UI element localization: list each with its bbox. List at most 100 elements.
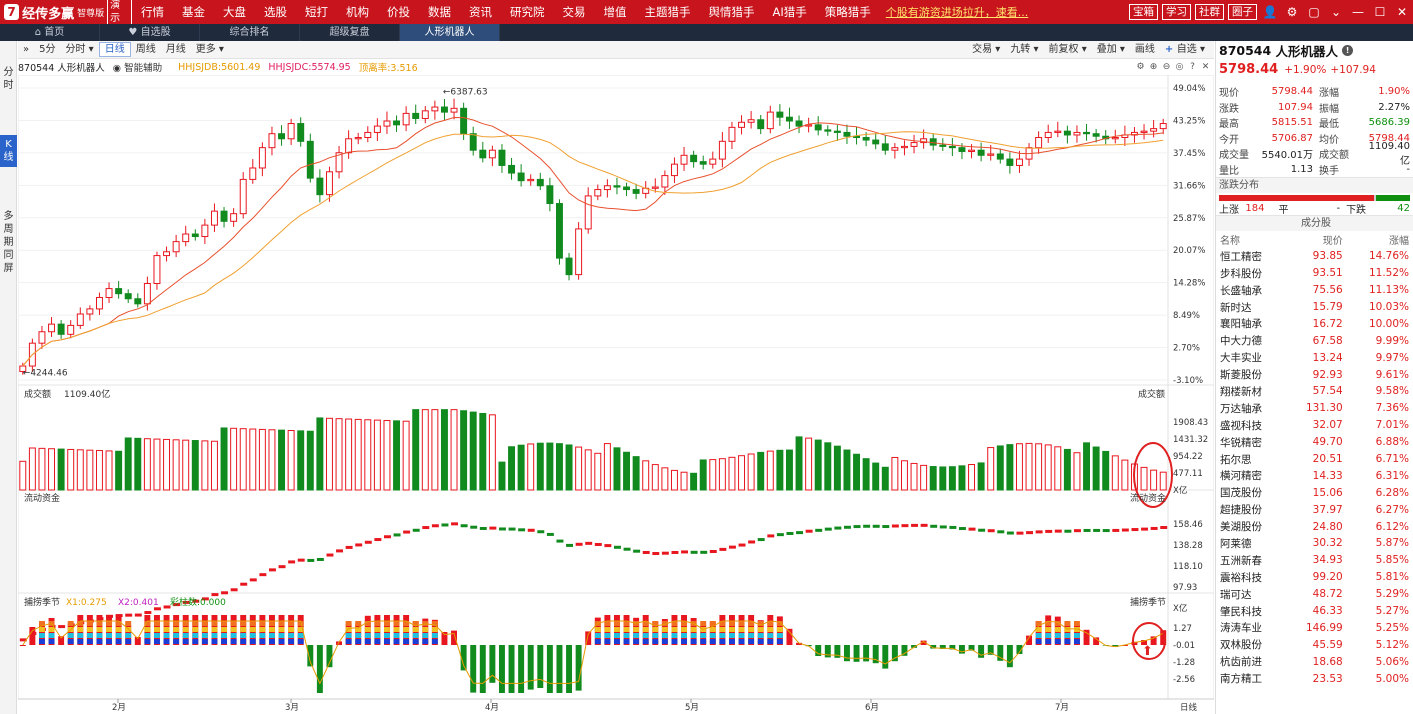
candle-body[interactable] [76,313,84,326]
candle-body[interactable] [258,147,266,169]
candle-body[interactable] [421,110,429,119]
candle-body[interactable] [383,120,391,127]
remove-icon[interactable]: ⊖ [1162,62,1171,72]
app-logo[interactable]: 7 经传多赢 智尊版 演示 [0,0,132,26]
candle-body[interactable] [1159,123,1167,130]
menu-item[interactable]: 行情 [141,5,164,19]
menu-item[interactable]: 机构 [346,5,369,19]
period-button[interactable]: 日线 [98,42,131,57]
candle-body[interactable] [316,177,324,196]
table-row[interactable]: 大丰实业 13.24 9.97% [1216,349,1413,366]
menu-item[interactable]: 基金 [182,5,205,19]
menu-item[interactable]: 价投 [387,5,410,19]
table-row[interactable]: 双林股份 45.59 5.12% [1216,636,1413,653]
candle-body[interactable] [364,131,372,139]
top-button[interactable]: 社群 [1195,4,1224,20]
candle-body[interactable] [38,331,46,344]
window-icon[interactable]: ▢ [1308,5,1320,19]
candle-body[interactable] [325,171,333,196]
table-row[interactable]: 肇民科技 46.33 5.27% [1216,603,1413,620]
candle-body[interactable] [910,142,918,147]
candle-body[interactable] [738,121,746,128]
candle-body[interactable] [1015,158,1023,166]
candle-body[interactable] [105,288,113,298]
menu-item[interactable]: 资讯 [469,5,492,19]
candle-body[interactable] [1150,128,1158,132]
candle-body[interactable] [555,203,563,259]
candle-body[interactable] [393,120,401,126]
menu-item[interactable]: 选股 [264,5,287,19]
candle-body[interactable] [881,143,889,151]
candle-body[interactable] [297,123,305,142]
candle-body[interactable] [1140,130,1148,133]
candle-body[interactable] [1063,130,1071,136]
candle-body[interactable] [891,147,899,151]
candle-body[interactable] [402,112,410,126]
menu-item[interactable]: 研究院 [510,5,545,19]
toolbar-button[interactable]: + 自选 ▾ [1160,41,1210,59]
kline-chart[interactable]: 49.04% 43.25% 37.45% 31.66% 25.87% 20.07% 14.2… [18,75,1214,714]
candle-body[interactable] [987,153,995,156]
gear-icon[interactable]: ⚙ [1286,5,1298,19]
candle-body[interactable] [661,175,669,188]
candle-body[interactable] [460,107,468,135]
candle-body[interactable] [536,178,544,187]
smart-assist-toggle[interactable]: ◉ 智能辅助 [112,63,163,74]
candle-body[interactable] [977,149,985,156]
demo-badge[interactable]: 演示 [107,0,132,26]
candle-body[interactable] [239,178,247,215]
candle-body[interactable] [623,186,631,191]
candle-body[interactable] [86,308,94,315]
menu-item[interactable]: 主题猎手 [644,5,691,19]
candle-body[interactable] [757,119,765,130]
candle-body[interactable] [450,107,458,113]
candle-body[interactable] [172,241,180,253]
expand-chevron-icon[interactable]: » [23,43,30,55]
menu-item[interactable]: 大盘 [223,5,246,19]
menu-item[interactable]: 短打 [305,5,328,19]
table-row[interactable]: 长盛轴承 75.56 11.13% [1216,282,1413,299]
candle-body[interactable] [57,323,65,335]
candle-body[interactable] [153,255,161,285]
top-button[interactable]: 圈子 [1228,4,1257,20]
candle-body[interactable] [996,153,1004,160]
candle-body[interactable] [594,189,602,197]
tab-item[interactable]: ⌂ 首页 [0,24,100,41]
top-button[interactable]: 学习 [1162,4,1191,20]
help-icon[interactable]: ? [1190,62,1195,72]
table-row[interactable]: 五洲新春 34.93 5.85% [1216,552,1413,569]
candle-body[interactable] [210,210,218,226]
candle-body[interactable] [728,126,736,142]
period-button[interactable]: 月线 [161,41,191,59]
candle-body[interactable] [575,228,583,276]
minimize-icon[interactable]: — [1352,5,1364,19]
candle-body[interactable] [853,135,861,139]
candle-body[interactable] [785,116,793,122]
table-row[interactable]: 涛涛车业 146.99 5.25% [1216,619,1413,636]
table-row[interactable]: 横河精密 14.33 6.31% [1216,467,1413,484]
table-row[interactable]: 翔楼新材 57.54 9.58% [1216,383,1413,400]
candle-body[interactable] [920,138,928,144]
candle-body[interactable] [872,139,880,145]
candle-body[interactable] [19,365,27,372]
tab-item[interactable]: 超级复盘 [300,24,400,41]
candle-body[interactable] [968,149,976,152]
candle-body[interactable] [201,224,209,238]
candle-body[interactable] [440,106,448,113]
candle-body[interactable] [1044,131,1052,139]
candle-body[interactable] [814,124,822,131]
toolbar-button[interactable]: 叠加 ▾ [1092,41,1130,59]
info-icon[interactable]: ! [1342,45,1354,56]
candle-body[interactable] [230,213,238,222]
candle-body[interactable] [1073,131,1081,136]
candle-body[interactable] [373,125,381,133]
candle-body[interactable] [143,283,151,305]
tab-item[interactable]: ♥ 自选股 [100,24,200,41]
candle-body[interactable] [287,123,295,140]
candle-body[interactable] [766,111,774,130]
period-button[interactable]: 周线 [131,41,161,59]
column-header[interactable]: 名称 [1220,235,1240,247]
table-row[interactable]: 瑞可达 48.72 5.29% [1216,586,1413,603]
candle-body[interactable] [546,185,554,205]
candle-body[interactable] [527,178,535,182]
